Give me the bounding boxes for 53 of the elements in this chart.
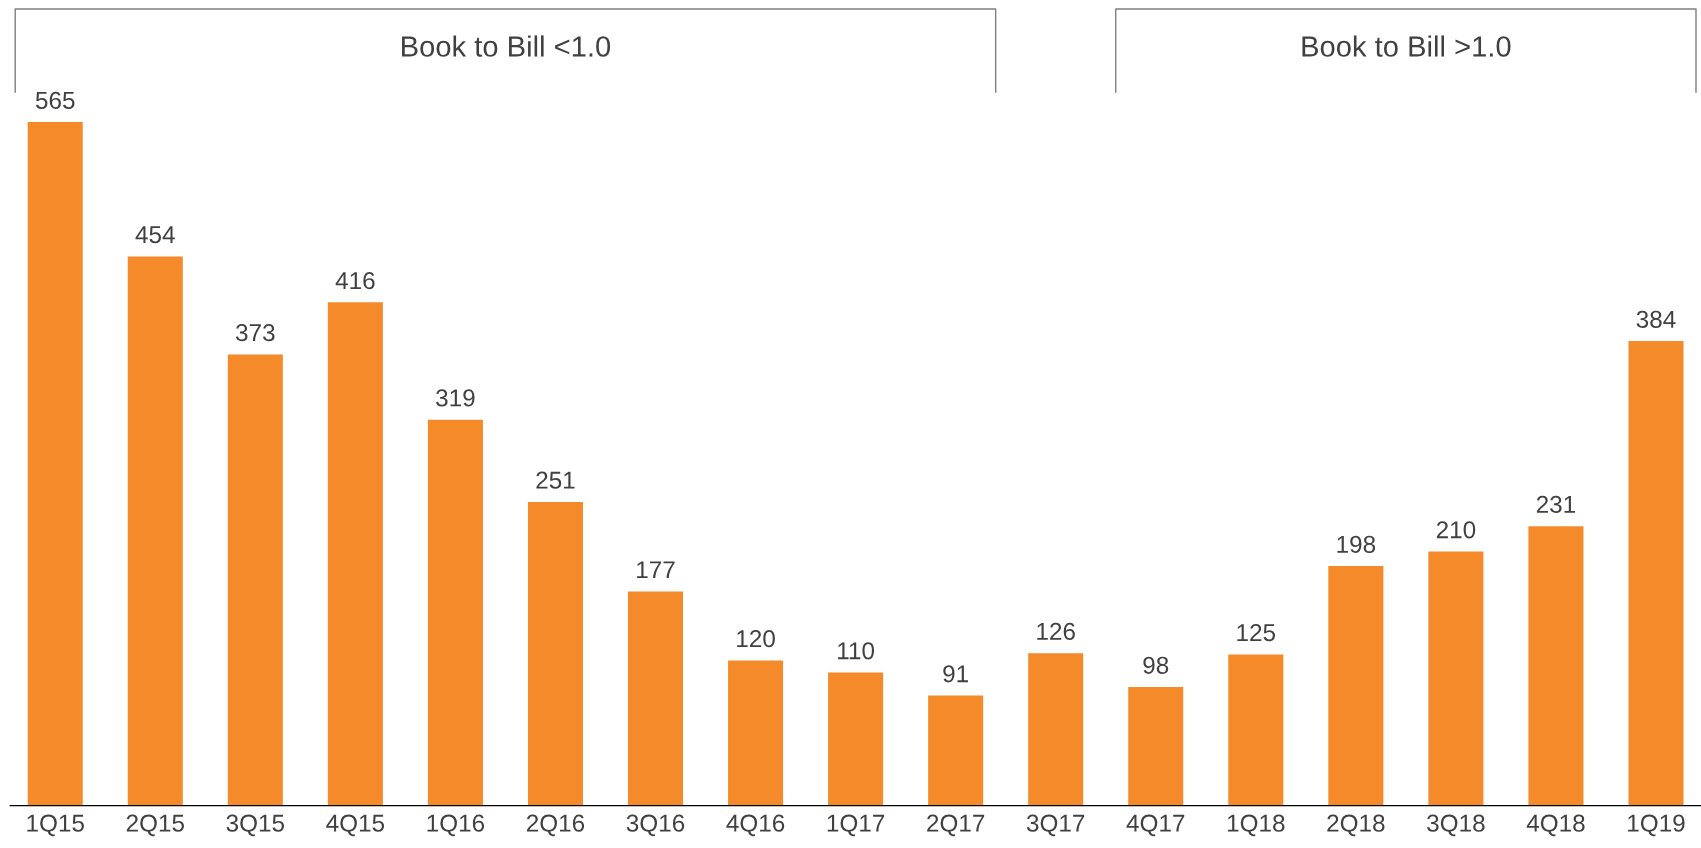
- bar: [27, 122, 83, 806]
- bar: [1328, 566, 1384, 806]
- text: Book to Bill <1.0: [402, 35, 611, 57]
- bar: [1228, 654, 1284, 806]
- bar: [928, 695, 984, 806]
- x-tick-label: 1Q17: [827, 814, 885, 837]
- data-label: 416: [335, 272, 375, 290]
- bar: [527, 501, 583, 806]
- bar: [828, 672, 884, 806]
- bar: [1028, 653, 1084, 806]
- x-tick-label: 1Q18: [1227, 814, 1285, 837]
- bar: [1428, 551, 1484, 806]
- x-tick-label: 3Q15: [226, 814, 285, 837]
- x-tick-label: 2Q15: [126, 814, 184, 837]
- x-tick-label: 4Q18: [1526, 814, 1585, 837]
- bar: [728, 660, 784, 806]
- x-tick-label: 3Q17: [1026, 814, 1085, 837]
- bar: [227, 354, 283, 806]
- data-label: 565: [35, 91, 75, 109]
- data-label: 198: [1337, 535, 1376, 553]
- bar: [327, 302, 383, 806]
- x-tick-label: 2Q17: [927, 814, 985, 837]
- data-label: 110: [838, 642, 875, 660]
- data-label: 373: [235, 324, 275, 342]
- text: Book to Bill >1.0: [1302, 35, 1511, 57]
- x-tick-label: 3Q16: [626, 814, 685, 837]
- bar: [427, 419, 483, 806]
- data-label: 251: [536, 471, 575, 489]
- data-label: 210: [1436, 521, 1476, 539]
- x-tick-label: 2Q18: [1327, 814, 1385, 837]
- bar: [127, 256, 183, 806]
- bar: [628, 591, 684, 806]
- x-tick-label: 2Q16: [526, 814, 585, 837]
- x-tick-label: 4Q15: [326, 814, 385, 837]
- bar: [1628, 341, 1684, 806]
- x-tick-label: 1Q19: [1628, 814, 1685, 837]
- data-label: 98: [1143, 656, 1169, 674]
- x-tick-label: 3Q18: [1427, 814, 1485, 837]
- x-tick-label: 4Q17: [1126, 814, 1185, 837]
- data-label: 125: [1237, 624, 1276, 642]
- bar: [1528, 526, 1584, 806]
- x-tick-label: 1Q15: [27, 814, 84, 837]
- data-label: 319: [436, 389, 475, 407]
- data-label: 177: [637, 561, 675, 579]
- data-label: 384: [1636, 310, 1676, 328]
- x-tick-label: 4Q16: [726, 814, 785, 837]
- data-label: 126: [1037, 622, 1075, 641]
- x-tick-label: 1Q16: [427, 814, 485, 837]
- data-label: 91: [943, 665, 968, 683]
- data-label: 231: [1536, 495, 1576, 514]
- data-label: 120: [737, 630, 775, 648]
- bar: [1128, 687, 1184, 806]
- data-label: 454: [135, 226, 175, 244]
